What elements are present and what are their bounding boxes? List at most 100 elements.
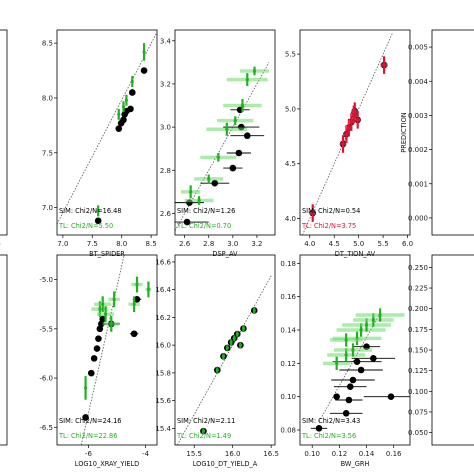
tl-chi2-label: TL: Chi2/N=3.56: [301, 432, 356, 440]
plot-area: [310, 308, 410, 432]
y-tick-label: 0.004: [408, 78, 429, 86]
tl-chi2-label: TL: Chi2/N=0.70: [176, 222, 231, 230]
tl-point-2: [344, 132, 349, 136]
y-tick-label: 5.0: [285, 105, 296, 113]
sim-point-1: [115, 125, 123, 132]
sim-chi2-label: SIM: Chi2/N=16.48: [59, 207, 122, 215]
y-tick-label: 0.10: [280, 393, 296, 401]
sim-point-4: [95, 335, 102, 342]
y-tick-label: 0.250: [408, 264, 428, 272]
x-tick-label: 8.5: [146, 240, 157, 248]
y-tick-label: 3.4: [160, 37, 172, 45]
sim-point-4: [346, 383, 354, 390]
y-tick-label: 0.225: [408, 285, 428, 293]
x-tick-label: 6.0: [402, 240, 413, 248]
fit-line: [176, 275, 272, 445]
tl-chi2-label: TL: Chi2/N=1.49: [176, 432, 231, 440]
sim-point-8: [140, 67, 148, 74]
y-tick-label: 15.8: [155, 369, 171, 377]
y-tick-label: 8.5: [42, 40, 53, 48]
plot-area: [175, 62, 270, 231]
sim-point-2: [211, 179, 219, 187]
x-axis-label: BW_GRH: [341, 460, 370, 468]
y-tick-label: 0.005: [408, 44, 428, 52]
x-tick-label: 7.5: [87, 240, 98, 248]
y-tick-label: 7.5: [42, 149, 53, 157]
sim-point-3: [93, 345, 101, 352]
tl-point-7: [245, 78, 249, 82]
x-tick-label: 15.5: [186, 450, 202, 458]
tl-point-2: [221, 354, 226, 358]
tl-point-6: [132, 302, 136, 306]
y-tick-label: 0.175: [408, 326, 428, 334]
sim-point-3: [345, 396, 353, 404]
subplot-9: 0.10 0.12 0.14 0.16 0.08 0.10 0.12 0.14 0.16 0.18…: [280, 254, 411, 468]
y-tick-label: 0.125: [408, 367, 428, 375]
x-tick-label: 3.0: [227, 240, 238, 248]
x-tick-label: 2.6: [179, 240, 191, 248]
tl-point-0: [96, 209, 100, 213]
axes-frame: [56, 254, 158, 446]
tl-point-2: [121, 105, 126, 109]
subplot-4: 4.0 4.5 5.0 5.5 6.04.04.55.05.5DT_TION_AVSIM…: [285, 29, 413, 258]
tl-point-7: [238, 343, 242, 347]
tl-point-7: [135, 282, 139, 287]
plot-area: [302, 32, 394, 235]
sim-point-0: [183, 218, 191, 226]
axes-frame: [431, 254, 474, 446]
tl-chi2-label: TL: Chi2/N=22.86: [58, 432, 117, 440]
tl-point-2: [101, 302, 105, 306]
sim-point-1: [87, 369, 95, 377]
tl-point-6: [371, 318, 375, 322]
tl-point-5: [112, 297, 116, 301]
y-tick-label: 0.100: [408, 388, 428, 396]
y-tick-label: 7.0: [42, 204, 53, 212]
sim-chi2-label: SIM: Chi2/N=0.54: [302, 207, 360, 215]
tl-point-3: [216, 155, 220, 159]
axes-frame: [299, 254, 411, 446]
sim-point-0: [315, 425, 323, 432]
tl-point-1: [197, 198, 201, 203]
sim-point-5: [349, 376, 357, 384]
y-tick-label: -6.0: [39, 375, 53, 383]
x-axis-label: BT_SPIDER: [89, 250, 125, 258]
tl-point-0: [335, 361, 339, 365]
y-tick-label: 0.050: [408, 429, 428, 437]
tl-point-5: [233, 119, 237, 123]
sim-point-2: [342, 410, 350, 417]
tl-point-3: [347, 125, 351, 130]
x-tick-label: -4: [142, 450, 150, 458]
tl-point-4: [109, 322, 113, 326]
tl-point-0: [189, 190, 193, 194]
y-tick-label: 0.08: [280, 427, 296, 435]
tl-point-5: [142, 50, 146, 54]
y-tick-label: 0.075: [408, 408, 428, 416]
sim-chi2-label: SIM: Chi2/N=2.11: [177, 417, 235, 425]
y-tick-label: 0.12: [280, 360, 296, 368]
y-tick-label: -5.5: [39, 325, 53, 333]
sim-point-3: [120, 116, 127, 124]
x-tick-label: 16.0: [225, 450, 241, 458]
x-axis-label: DT_TION_AV: [335, 250, 376, 258]
x-tick-label: -6: [85, 450, 93, 458]
tl-point-1: [215, 368, 219, 372]
x-tick-label: 7.0: [57, 240, 68, 248]
plot-area: [176, 275, 272, 445]
sim-point-0: [82, 414, 89, 421]
x-axis-label: DSP_AV: [212, 250, 238, 258]
sim-point-6: [353, 358, 361, 365]
sim-point-7: [128, 89, 136, 96]
fit-line: [57, 32, 157, 225]
subplot-10: 0.050 0.075 0.100 0.125 0.150 0.175 0.200 0.225…: [408, 254, 474, 446]
subplot-5: 0.000 0.001 0.002 0.003 0.004 0.005 PREDICTION: [400, 29, 474, 236]
sim-point-2: [90, 355, 98, 362]
y-tick-label: 16.2: [155, 314, 171, 322]
tl-point-1: [98, 307, 102, 311]
sim-point-10: [387, 393, 395, 400]
tl-point-1: [344, 353, 348, 357]
y-tick-label: 3.2: [160, 80, 171, 88]
subplot-1: 8.5: [0, 29, 8, 248]
y-tick-label: 0.16: [280, 293, 296, 301]
sim-point-7: [99, 315, 107, 323]
plot-area: [80, 255, 152, 445]
